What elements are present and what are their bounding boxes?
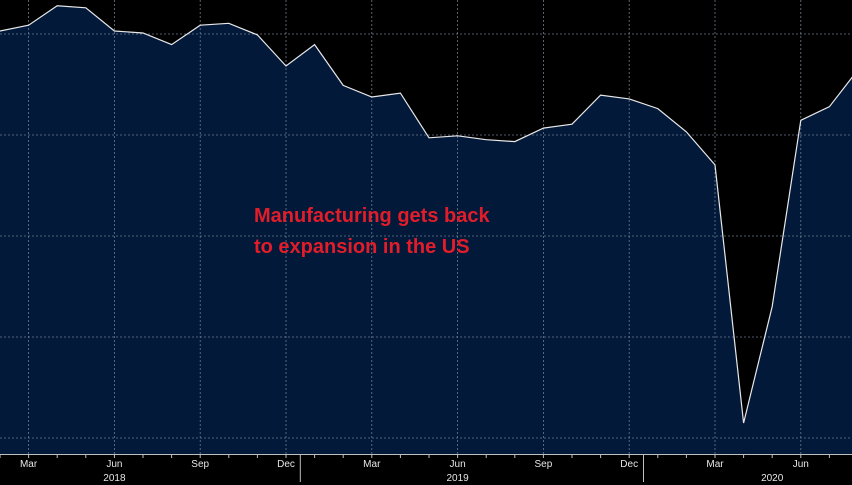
x-tick-label: Jun [450, 459, 466, 470]
x-tick-label: Mar [20, 459, 38, 470]
x-axis: Mar Jun Sep Dec Mar Jun Sep Dec Mar Jun 2018 2019 20… [0, 454, 852, 485]
annotation-line-2: to expansion in the US [254, 236, 470, 258]
x-year-label: 2020 [761, 473, 784, 484]
x-axis-background [0, 454, 852, 485]
x-tick-label: Jun [793, 459, 809, 470]
annotation-line-1: Manufacturing gets back [254, 205, 490, 227]
series-line [0, 5, 852, 424]
x-year-label: 2019 [446, 473, 469, 484]
x-tick-label: Mar [363, 459, 381, 470]
x-year-label: 2018 [103, 473, 126, 484]
x-tick-label: Dec [277, 459, 295, 470]
chart-annotation: Manufacturing gets back to expansion in … [254, 201, 490, 263]
x-tick-label: Dec [620, 459, 638, 470]
x-tick-label: Jun [106, 459, 122, 470]
x-tick-label: Mar [706, 459, 724, 470]
area-fill [0, 5, 852, 454]
x-tick-label: Sep [535, 459, 553, 470]
grid-lines [0, 0, 852, 454]
x-tick-label: Sep [191, 459, 209, 470]
